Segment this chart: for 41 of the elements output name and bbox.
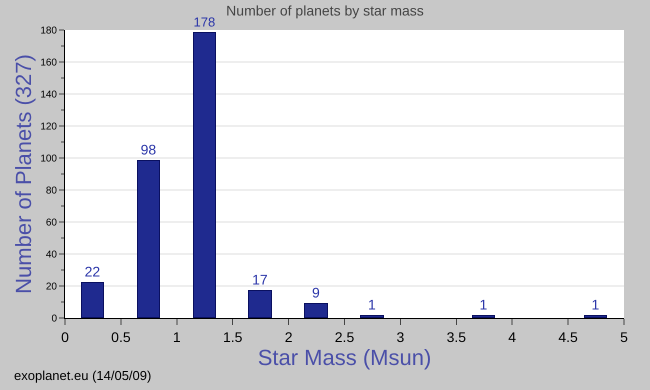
- y-tick-label: 180: [40, 26, 58, 36]
- data-label: 9: [312, 284, 320, 300]
- x-tick-label: 0.5: [111, 328, 131, 345]
- x-tick-label: 1.5: [222, 328, 243, 345]
- x-tick-label: 5: [620, 328, 628, 345]
- bar: [81, 282, 104, 318]
- y-tick-label: 100: [40, 154, 58, 164]
- data-label: 178: [194, 14, 216, 30]
- y-tick-label: 40: [46, 250, 58, 260]
- x-tick-label: 3.5: [446, 328, 466, 345]
- x-tick-label: 0: [61, 328, 70, 345]
- x-tick-label: 4: [508, 328, 516, 345]
- bar: [193, 32, 216, 318]
- y-tick-label: 80: [46, 186, 58, 196]
- data-label: 98: [140, 142, 156, 158]
- y-tick-label: 140: [40, 90, 58, 100]
- bar: [584, 315, 607, 318]
- bar: [472, 315, 495, 318]
- y-axis-title: Number of Planets (327): [11, 54, 36, 294]
- bar: [137, 160, 160, 318]
- y-tick-label: 20: [46, 282, 58, 292]
- y-tick-label: 60: [46, 218, 58, 228]
- bar: [360, 315, 384, 318]
- data-label: 1: [480, 296, 488, 312]
- data-label: 1: [592, 296, 600, 312]
- x-tick-label: 2: [284, 328, 293, 345]
- bar: [248, 290, 272, 318]
- y-tick-label: 120: [40, 122, 58, 132]
- x-axis-title: Star Mass (Msun): [258, 344, 432, 370]
- y-tick-label: 0: [51, 314, 58, 324]
- data-label: 22: [84, 264, 100, 280]
- text: exoplanet.eu (14/05/09): [14, 368, 152, 383]
- data-label: 1: [368, 296, 376, 312]
- data-label: 17: [252, 272, 268, 288]
- x-tick-label: 1: [172, 328, 181, 345]
- y-tick-label: 160: [40, 58, 58, 68]
- bar: [304, 303, 328, 318]
- chart-title: Number of planets by star mass: [226, 2, 424, 19]
- x-tick-label: 2.5: [334, 328, 354, 345]
- x-tick-label: 3: [396, 328, 404, 345]
- x-tick-label: 4.5: [558, 328, 578, 345]
